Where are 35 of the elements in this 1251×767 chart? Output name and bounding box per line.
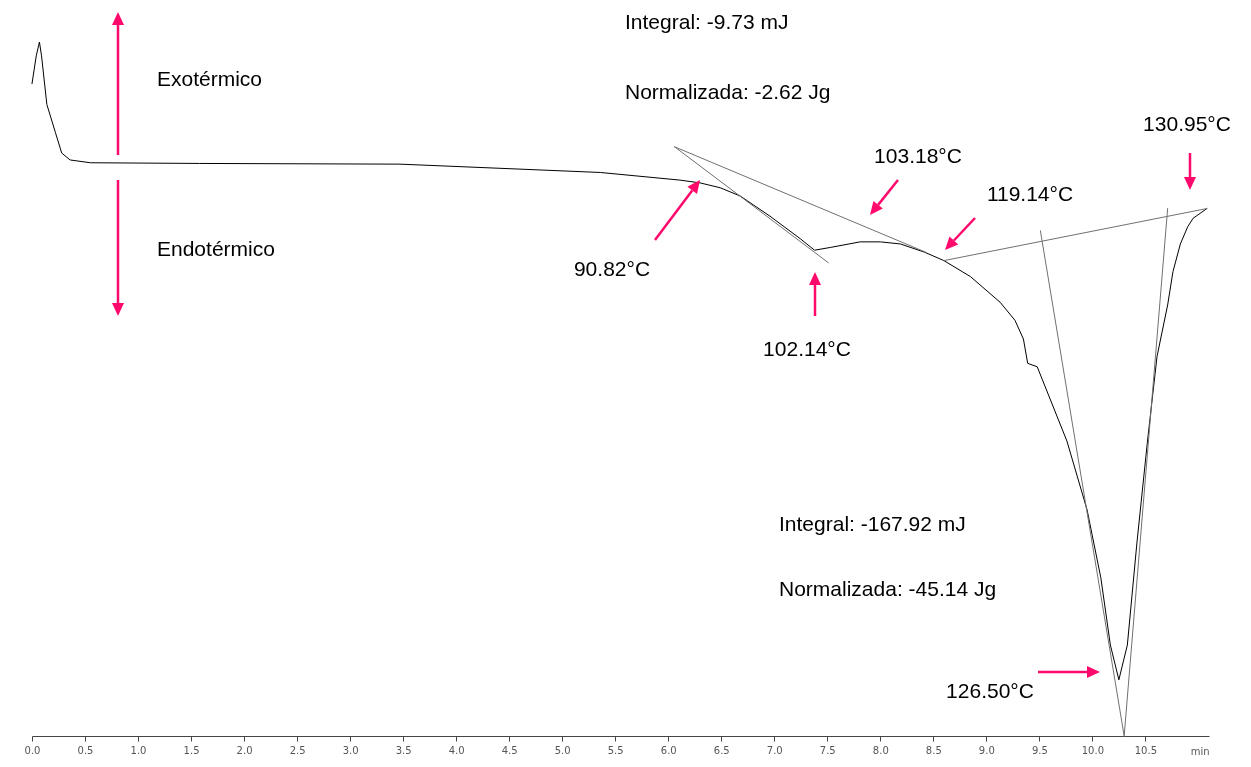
x-tick-label: 0.5 [77,744,94,756]
x-tick-label: 10.5 [1134,744,1158,756]
x-tick-label: 5.0 [554,744,571,756]
annotation: Endotérmico [157,237,275,260]
x-tick-label: 3.0 [342,744,359,756]
x-tick-label: 3.5 [395,744,412,756]
annotation: Integral: -167.92 mJ [779,512,966,535]
x-tick-label: 6.5 [713,744,730,756]
x-tick-label: 2.0 [236,744,253,756]
x-tick-label: 7.0 [766,744,783,756]
x-tick-label: 9.0 [978,744,995,756]
annotation: Exotérmico [157,67,263,90]
x-tick-label: 4.5 [501,744,518,756]
x-tick-label: 4.0 [448,744,465,756]
x-tick-label: 6.0 [660,744,677,756]
x-tick-label: 2.5 [289,744,306,756]
x-tick-label: 9.5 [1031,744,1048,756]
annotation: 102.14°C [763,337,851,360]
x-tick-label: 1.0 [130,744,147,756]
annotation: Normalizada: -2.62 Jg [625,80,831,103]
x-tick-label: 0.0 [24,744,41,756]
x-tick-label: 1.5 [183,744,200,756]
annotation: 130.95°C [1143,112,1231,135]
annotation: 103.18°C [874,144,962,167]
x-axis-title: min [1190,745,1210,757]
text: Integral: -9.73 mJ [625,10,789,33]
x-tick-label: 7.5 [819,744,836,756]
x-tick-label: 8.0 [872,744,889,756]
annotation: 119.14°C [986,182,1074,205]
annotation: 126.50°C [946,679,1034,702]
annotation: Normalizada: -45.14 Jg [779,577,997,600]
annotation: 90.82°C [573,257,651,280]
x-tick-label: 5.5 [607,744,624,756]
x-tick-label: 10.0 [1081,744,1104,756]
x-tick-label: 8.5 [925,744,942,756]
